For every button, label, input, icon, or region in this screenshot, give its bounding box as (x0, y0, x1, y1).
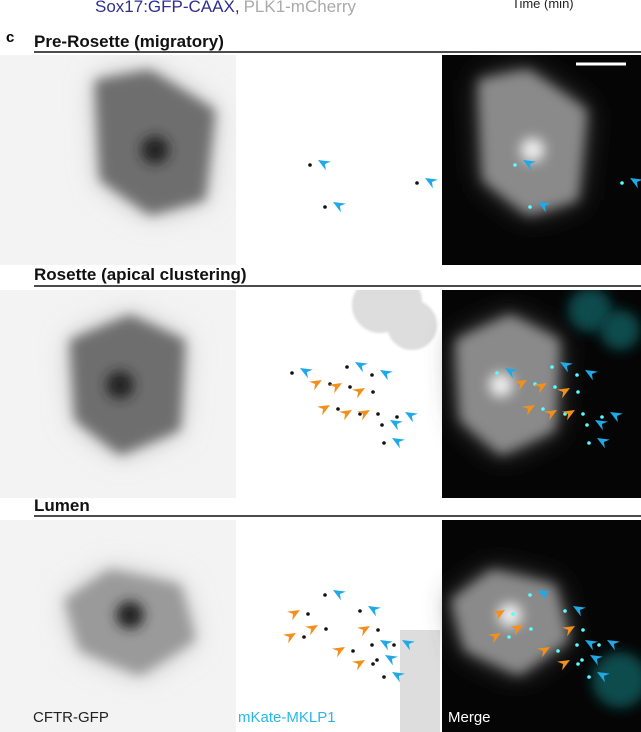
midbody (376, 628, 380, 632)
cyan-nucleus (600, 310, 640, 350)
midbody (376, 412, 380, 416)
midbody (336, 407, 340, 411)
label-gray: PLK1-mCherry (244, 0, 357, 16)
channel-label: mKate-MKLP1 (238, 709, 336, 726)
image-row (0, 55, 641, 265)
midbody (585, 423, 589, 427)
midbody (392, 643, 396, 647)
midbody (371, 390, 375, 394)
midbody (529, 627, 533, 631)
midbody (395, 415, 399, 419)
midbody (513, 163, 517, 167)
midbody (323, 205, 327, 209)
midbody (563, 609, 567, 613)
cell-core (141, 136, 169, 164)
midbody (553, 385, 557, 389)
midbody (575, 643, 579, 647)
midbody (528, 593, 532, 597)
channel-label: CFTR-GFP (33, 709, 109, 726)
label-blue: Sox17:GFP-CAAX, (95, 0, 240, 16)
midbody (576, 390, 580, 394)
panel-mklp1 (237, 55, 440, 265)
midbody (323, 593, 327, 597)
midbody (306, 612, 310, 616)
midbody (370, 643, 374, 647)
midbody (308, 163, 312, 167)
midbody (576, 662, 580, 666)
dark-region (400, 630, 440, 732)
images (0, 55, 641, 265)
midbody (550, 365, 554, 369)
midbody (382, 675, 386, 679)
cell-core (106, 371, 134, 399)
midbody (415, 181, 419, 185)
midbody (620, 181, 624, 185)
midbody (345, 365, 349, 369)
midbody (587, 441, 591, 445)
midbody (290, 371, 294, 375)
row-title: Rosette (apical clustering) (34, 265, 247, 284)
merge-core (521, 138, 545, 162)
midbody (511, 612, 515, 616)
row-title: Lumen (34, 496, 90, 515)
midbody (348, 385, 352, 389)
midbody (597, 643, 601, 647)
midbody (351, 649, 355, 653)
merge-core (489, 373, 513, 397)
midbody (302, 635, 306, 639)
time-label: Time (min) (512, 0, 574, 11)
midbody (587, 675, 591, 679)
midbody (556, 649, 560, 653)
row-title: Pre-Rosette (migratory) (34, 32, 224, 51)
midbody (324, 627, 328, 631)
midbody (581, 412, 585, 416)
midbody (541, 407, 545, 411)
midbody (495, 371, 499, 375)
panel-label: c (6, 29, 14, 46)
midbody (580, 658, 584, 662)
midbody (382, 441, 386, 445)
top-label: Sox17:GFP-CAAX,PLK1-mCherry (95, 0, 356, 16)
cell-core (116, 601, 144, 629)
midbody (581, 628, 585, 632)
midbody (358, 609, 362, 613)
midbody (528, 205, 532, 209)
midbody (507, 635, 511, 639)
figure: Sox17:GFP-CAAX,PLK1-mCherry Time (min) c… (0, 0, 641, 732)
midbody (380, 423, 384, 427)
merge-core (498, 603, 522, 627)
midbody (600, 415, 604, 419)
channel-label: Merge (448, 709, 491, 726)
midbody (375, 658, 379, 662)
nucleus (378, 278, 422, 322)
midbody (575, 373, 579, 377)
midbody (371, 662, 375, 666)
midbody (370, 373, 374, 377)
